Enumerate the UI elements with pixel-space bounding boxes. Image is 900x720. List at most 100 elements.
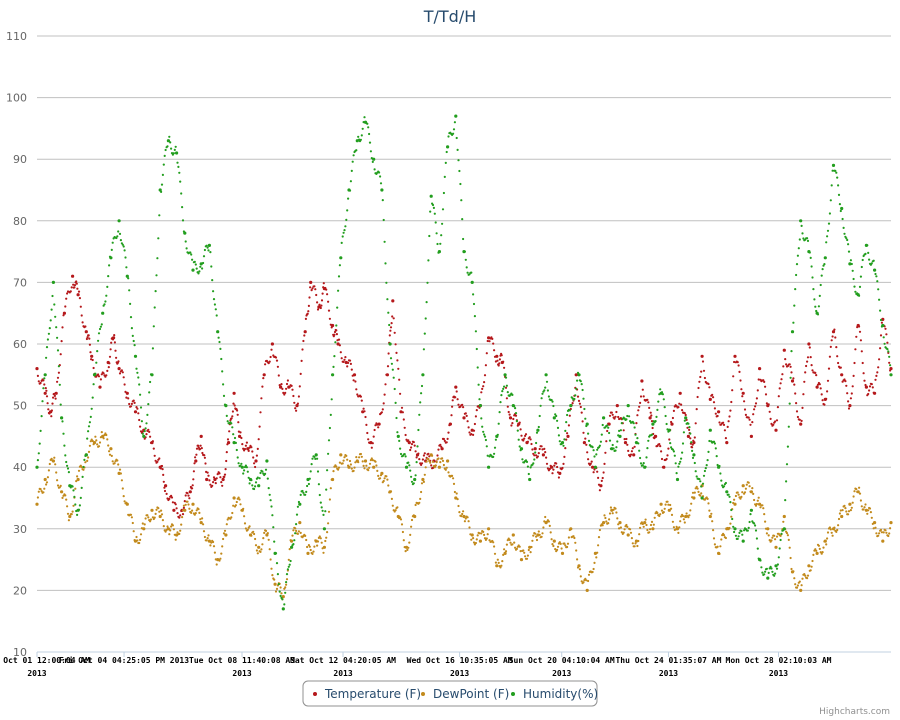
data-point <box>502 387 505 390</box>
data-point <box>613 417 616 420</box>
data-point <box>545 456 548 459</box>
data-point <box>142 527 146 531</box>
data-point <box>864 503 867 506</box>
data-point <box>634 542 637 545</box>
data-point <box>765 532 769 535</box>
data-point <box>130 516 133 519</box>
data-point <box>335 329 338 332</box>
data-point <box>149 520 152 523</box>
data-point <box>215 563 218 566</box>
data-point <box>327 510 331 513</box>
data-point <box>828 212 832 215</box>
legend-item-2[interactable]: Humidity(%) <box>511 687 598 701</box>
data-point <box>281 595 285 599</box>
data-point <box>42 387 45 390</box>
y-tick-label: 70 <box>13 276 27 289</box>
data-point <box>328 426 331 430</box>
data-point <box>695 485 698 488</box>
data-point <box>333 333 336 336</box>
data-point <box>763 380 766 383</box>
data-point <box>163 154 166 157</box>
data-point <box>447 135 450 138</box>
data-point <box>175 507 178 510</box>
data-point <box>518 545 521 548</box>
data-point <box>880 531 884 534</box>
data-point <box>553 464 556 467</box>
data-point <box>800 224 803 227</box>
data-point <box>677 406 680 409</box>
data-point <box>216 330 220 334</box>
data-point <box>727 493 730 496</box>
data-point <box>221 477 225 482</box>
data-point <box>744 487 748 490</box>
data-point <box>548 524 551 528</box>
data-point <box>749 513 752 516</box>
data-point <box>815 551 819 556</box>
data-point <box>49 319 52 322</box>
data-point <box>285 578 289 581</box>
data-point <box>719 545 722 548</box>
data-point <box>681 515 685 518</box>
data-point <box>876 371 879 374</box>
data-point <box>696 395 699 399</box>
data-point <box>477 383 480 386</box>
data-point <box>755 502 759 506</box>
legend-item-1[interactable]: DewPoint (F) <box>421 687 509 701</box>
data-point <box>753 522 756 525</box>
data-point <box>562 462 565 465</box>
data-point <box>427 259 430 262</box>
data-point <box>139 393 142 396</box>
data-point <box>224 404 228 408</box>
data-point <box>437 465 441 469</box>
data-point <box>829 199 832 202</box>
data-point <box>191 502 195 506</box>
data-point <box>319 306 322 310</box>
data-point <box>608 518 611 521</box>
data-point <box>193 513 196 516</box>
data-point <box>124 256 127 259</box>
data-point <box>644 465 647 468</box>
data-point <box>538 447 541 451</box>
data-point <box>456 148 459 151</box>
data-point <box>368 141 372 144</box>
data-point <box>144 517 147 520</box>
data-point <box>381 408 384 411</box>
data-point <box>495 354 499 358</box>
data-point <box>359 452 362 456</box>
data-point <box>54 315 57 318</box>
data-point <box>597 536 601 539</box>
data-point <box>509 541 512 544</box>
data-point <box>56 484 60 487</box>
data-point <box>243 522 247 525</box>
data-point <box>667 428 671 432</box>
data-point <box>702 474 706 477</box>
data-point <box>647 401 650 404</box>
data-point <box>694 470 697 473</box>
data-point <box>691 456 695 459</box>
data-point <box>670 507 673 510</box>
data-point <box>387 352 390 355</box>
data-point <box>240 465 244 469</box>
data-point <box>569 404 573 408</box>
data-point <box>559 542 562 546</box>
data-point <box>316 540 320 543</box>
data-point <box>737 364 740 367</box>
credits-link[interactable]: Highcharts.com <box>819 707 890 717</box>
series-1 <box>35 431 893 601</box>
data-point <box>722 534 726 537</box>
data-point <box>90 407 93 410</box>
data-point <box>82 468 85 471</box>
data-point <box>88 421 91 424</box>
data-point <box>835 171 838 174</box>
data-point <box>320 299 324 302</box>
data-point <box>620 422 623 425</box>
x-tick-label-year: 2013 <box>27 669 46 678</box>
data-point <box>712 440 716 443</box>
data-point <box>194 511 197 515</box>
data-point <box>634 433 637 436</box>
data-point <box>447 471 450 474</box>
data-point <box>331 373 335 377</box>
legend-item-0[interactable]: Temperature (F) <box>313 687 421 701</box>
data-point <box>503 373 507 377</box>
data-point <box>682 431 686 434</box>
